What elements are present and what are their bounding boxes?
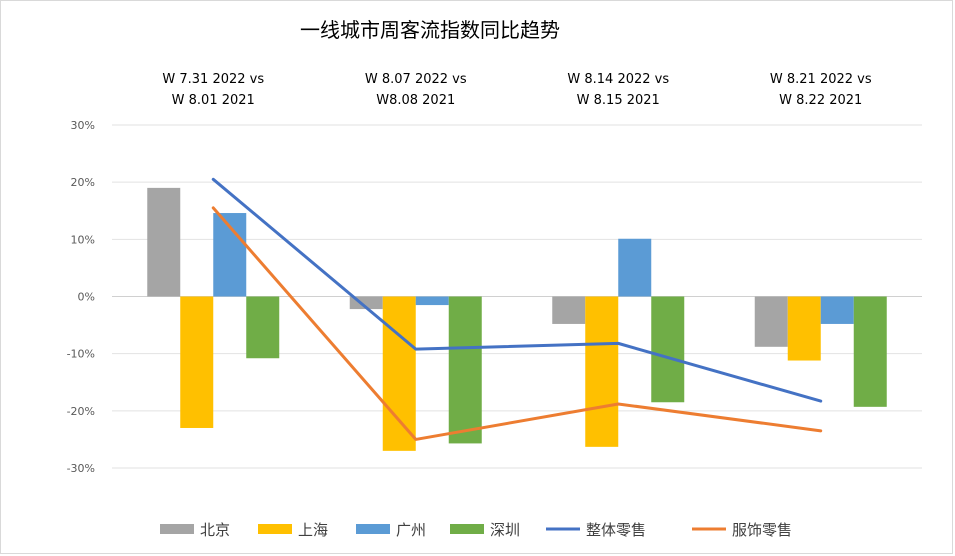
category-labels: W 7.31 2022 vs W 8.01 2021 W 8.07 2022 vs W… <box>162 72 871 108</box>
y-tick-label: 30% <box>71 119 95 132</box>
bar <box>754 296 788 347</box>
category-label: W 7.31 2022 vs <box>162 72 264 87</box>
legend-label: 上海 <box>298 521 328 539</box>
category-label: W 8.01 2021 <box>172 93 255 108</box>
series-line <box>211 177 823 403</box>
bar <box>180 296 214 428</box>
bar <box>552 296 586 324</box>
series-line <box>211 206 823 441</box>
y-tick-label: -30% <box>67 462 95 475</box>
bar <box>147 187 181 297</box>
legend-label: 广州 <box>396 521 426 539</box>
category-label: W 8.22 2021 <box>779 93 862 108</box>
y-tick-label: 0% <box>78 291 95 304</box>
y-tick-label: 10% <box>71 233 95 246</box>
legend-swatch <box>450 524 484 534</box>
legend-swatch <box>356 524 390 534</box>
category-label: W 8.07 2022 vs <box>365 72 467 87</box>
legend-swatch <box>160 524 194 534</box>
y-tick-label: -10% <box>67 348 95 361</box>
bar <box>585 296 619 447</box>
y-axis-ticks: 30% 20% 10% 0% -10% -20% -30% <box>67 119 95 475</box>
bar <box>651 296 685 403</box>
bar <box>448 296 482 444</box>
y-tick-label: -20% <box>67 405 95 418</box>
bar <box>415 296 449 306</box>
bar-series <box>147 187 887 451</box>
category-label: W 8.15 2021 <box>577 93 660 108</box>
legend-label: 服饰零售 <box>732 521 792 539</box>
line-series <box>211 177 823 441</box>
legend-label: 整体零售 <box>586 521 646 539</box>
category-label: W 8.14 2022 vs <box>567 72 669 87</box>
chart-title: 一线城市周客流指数同比趋势 <box>300 18 560 42</box>
bar <box>787 296 821 361</box>
bar <box>853 296 887 407</box>
category-label: W 8.21 2022 vs <box>770 72 872 87</box>
legend: 北京 上海 广州 深圳 整体零售 服饰零售 <box>160 521 792 539</box>
category-label: W8.08 2021 <box>376 93 455 108</box>
bar <box>618 238 652 297</box>
bar <box>820 296 854 324</box>
legend-label: 北京 <box>200 521 230 539</box>
bar <box>382 296 416 451</box>
y-tick-label: 20% <box>71 176 95 189</box>
bar <box>246 296 280 359</box>
legend-swatch <box>258 524 292 534</box>
legend-label: 深圳 <box>490 521 520 539</box>
